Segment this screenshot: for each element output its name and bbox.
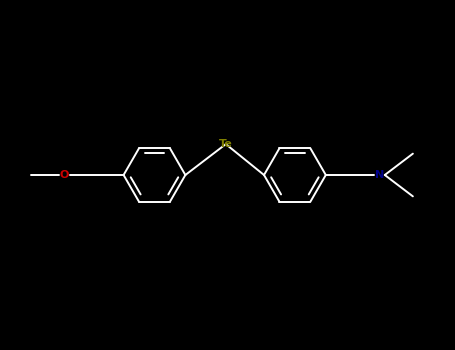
Text: Te: Te bbox=[219, 139, 233, 149]
Text: N: N bbox=[374, 170, 384, 180]
Text: O: O bbox=[60, 170, 69, 180]
